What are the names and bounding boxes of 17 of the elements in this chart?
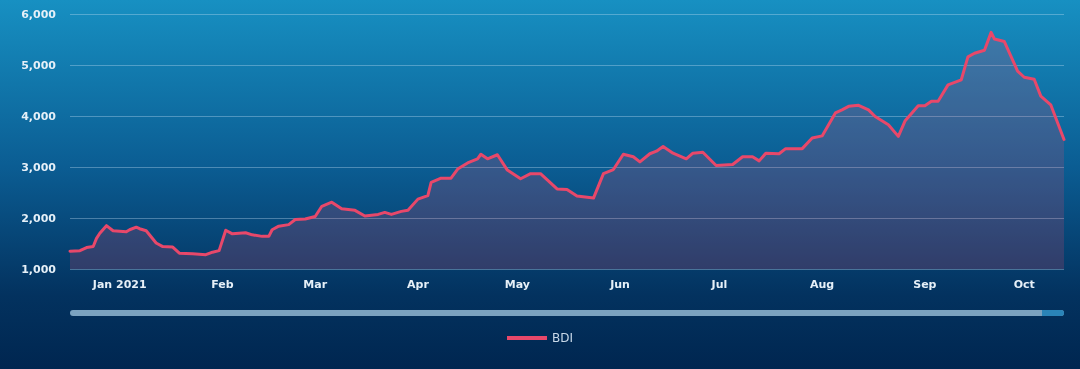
y-tick-label: 2,000 bbox=[21, 211, 57, 225]
x-tick-label: Jul bbox=[710, 278, 728, 291]
x-tick-label: Apr bbox=[406, 278, 430, 291]
x-tick-label: Mar bbox=[303, 278, 328, 291]
y-tick-label: 4,000 bbox=[21, 109, 57, 123]
x-tick-label: May bbox=[504, 278, 530, 291]
x-tick-label: Oct bbox=[1013, 278, 1035, 291]
y-tick-label: 5,000 bbox=[21, 58, 57, 72]
x-tick-label: Aug bbox=[810, 278, 835, 291]
legend-label: BDI bbox=[551, 331, 574, 345]
y-tick-label: 1,000 bbox=[21, 262, 57, 276]
x-tick-label: Sep bbox=[913, 278, 937, 291]
y-tick-label: 3,000 bbox=[21, 160, 57, 174]
y-tick-label: 6,000 bbox=[21, 7, 57, 21]
x-tick-label: Jan 2021 bbox=[91, 278, 147, 291]
x-tick-label: Jun bbox=[609, 278, 630, 291]
x-tick-label: Feb bbox=[211, 278, 234, 291]
